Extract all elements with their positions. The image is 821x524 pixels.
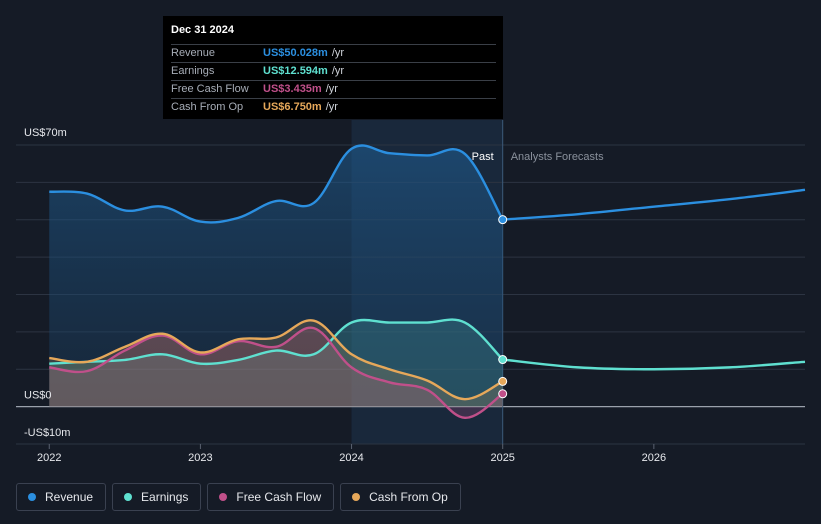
x-tick-label: 2025 <box>490 452 514 464</box>
legend-item-free-cash-flow[interactable]: Free Cash Flow <box>207 483 335 511</box>
free-cash-flow-dot-icon <box>219 493 228 501</box>
earnings-marker <box>498 355 508 365</box>
tooltip-unit: /yr <box>325 101 338 113</box>
legend: Revenue Earnings Free Cash Flow Cash Fro… <box>16 483 461 511</box>
legend-label: Free Cash Flow <box>236 490 322 504</box>
tooltip-label: Free Cash Flow <box>171 83 249 95</box>
revenue-forecast-line <box>502 188 806 221</box>
y-tick-zero: US$0 <box>24 390 52 402</box>
tooltip-value: US$50.028m <box>263 47 328 59</box>
tooltip-date: Dec 31 2024 <box>171 24 234 36</box>
earnings-line <box>49 318 504 366</box>
tooltip-label: Earnings <box>171 65 215 77</box>
legend-label: Revenue <box>45 490 94 504</box>
tooltip-label: Revenue <box>171 47 216 59</box>
tooltip: Dec 31 2024 Revenue US$50.028m /yr Earni… <box>163 16 503 119</box>
y-tick-bottom: -US$10m <box>24 427 70 439</box>
y-tick-top: US$70m <box>24 127 67 139</box>
free-cash-flow-marker <box>498 389 508 399</box>
tooltip-value: US$6.750m <box>263 101 322 113</box>
legend-item-revenue[interactable]: Revenue <box>16 483 107 511</box>
legend-label: Earnings <box>141 490 189 504</box>
revenue-dot-icon <box>28 493 36 501</box>
cash-from-op-dot-icon <box>352 493 361 501</box>
past-label: Past <box>472 151 494 163</box>
tooltip-row-cash-from-op: Cash From Op US$6.750m /yr <box>171 98 496 116</box>
legend-item-cash-from-op[interactable]: Cash From Op <box>340 483 461 511</box>
revenue-marker <box>498 215 508 225</box>
cash-from-op-area <box>49 320 503 407</box>
tooltip-row-free-cash-flow: Free Cash Flow US$3.435m /yr <box>171 80 496 98</box>
tooltip-label: Cash From Op <box>171 101 244 113</box>
tooltip-row-earnings: Earnings US$12.594m /yr <box>171 62 496 80</box>
legend-label: Cash From Op <box>369 490 448 504</box>
tooltip-unit: /yr <box>331 65 345 77</box>
tooltip-value: US$3.435m <box>263 83 322 95</box>
x-tick-label: 2026 <box>642 452 666 464</box>
free-cash-flow-area <box>49 327 503 418</box>
x-tick-label: 2022 <box>37 452 61 464</box>
x-tick-label: 2024 <box>339 452 363 464</box>
earnings-forecast-line <box>502 358 806 371</box>
revenue-line <box>49 144 504 224</box>
cash-from-op-line <box>49 319 504 401</box>
forecast-label: Analysts Forecasts <box>511 151 604 163</box>
tooltip-unit: /yr <box>331 47 345 59</box>
legend-item-earnings[interactable]: Earnings <box>112 483 202 511</box>
x-tick-label: 2023 <box>188 452 212 464</box>
tooltip-value: US$12.594m <box>263 65 328 77</box>
tooltip-unit: /yr <box>325 83 338 95</box>
cash-from-op-marker <box>498 376 508 386</box>
earnings-dot-icon <box>124 493 133 501</box>
free-cash-flow-line <box>49 326 504 420</box>
tooltip-row-revenue: Revenue US$50.028m /yr <box>171 44 496 62</box>
revenue-area <box>49 145 503 407</box>
earnings-area <box>49 319 503 407</box>
